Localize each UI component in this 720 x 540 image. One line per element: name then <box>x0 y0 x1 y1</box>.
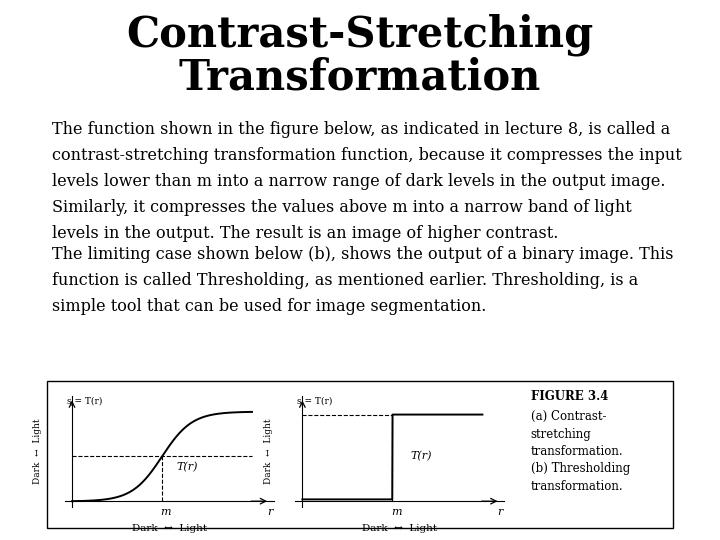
Text: s = T(r): s = T(r) <box>66 397 102 406</box>
Text: s = T(r): s = T(r) <box>297 397 333 406</box>
Text: stretching: stretching <box>531 428 591 441</box>
Text: T(r): T(r) <box>176 462 198 472</box>
Text: m: m <box>391 508 401 517</box>
Text: T(r): T(r) <box>410 451 432 462</box>
Text: Contrast-Stretching: Contrast-Stretching <box>127 14 593 56</box>
Text: levels in the output. The result is an image of higher contrast.: levels in the output. The result is an i… <box>52 225 558 242</box>
Text: Dark  ↔  Light: Dark ↔ Light <box>33 418 42 484</box>
Text: simple tool that can be used for image segmentation.: simple tool that can be used for image s… <box>52 298 486 314</box>
Text: (b) Thresholding: (b) Thresholding <box>531 462 630 475</box>
Text: Dark  ↔  Light: Dark ↔ Light <box>264 418 273 484</box>
Text: m: m <box>161 508 171 517</box>
Text: (a) Contrast-: (a) Contrast- <box>531 410 606 423</box>
Text: Dark  ↔  Light: Dark ↔ Light <box>132 524 207 533</box>
Text: FIGURE 3.4: FIGURE 3.4 <box>531 390 608 403</box>
Text: contrast-stretching transformation function, because it compresses the input: contrast-stretching transformation funct… <box>52 147 682 164</box>
Text: transformation.: transformation. <box>531 480 624 492</box>
Text: Similarly, it compresses the values above m into a narrow band of light: Similarly, it compresses the values abov… <box>52 199 631 216</box>
Bar <box>47 381 673 528</box>
Text: Dark  ↔  Light: Dark ↔ Light <box>362 524 437 533</box>
Text: levels lower than m into a narrow range of dark levels in the output image.: levels lower than m into a narrow range … <box>52 173 665 190</box>
Text: transformation.: transformation. <box>531 445 624 458</box>
Text: The function shown in the figure below, as indicated in lecture 8, is called a: The function shown in the figure below, … <box>52 122 670 138</box>
Text: function is called Thresholding, as mentioned earlier. Thresholding, is a: function is called Thresholding, as ment… <box>52 272 638 288</box>
Text: Transformation: Transformation <box>179 57 541 99</box>
Text: The limiting case shown below (b), shows the output of a binary image. This: The limiting case shown below (b), shows… <box>52 246 673 262</box>
Text: r: r <box>267 507 273 517</box>
Text: r: r <box>498 507 503 517</box>
